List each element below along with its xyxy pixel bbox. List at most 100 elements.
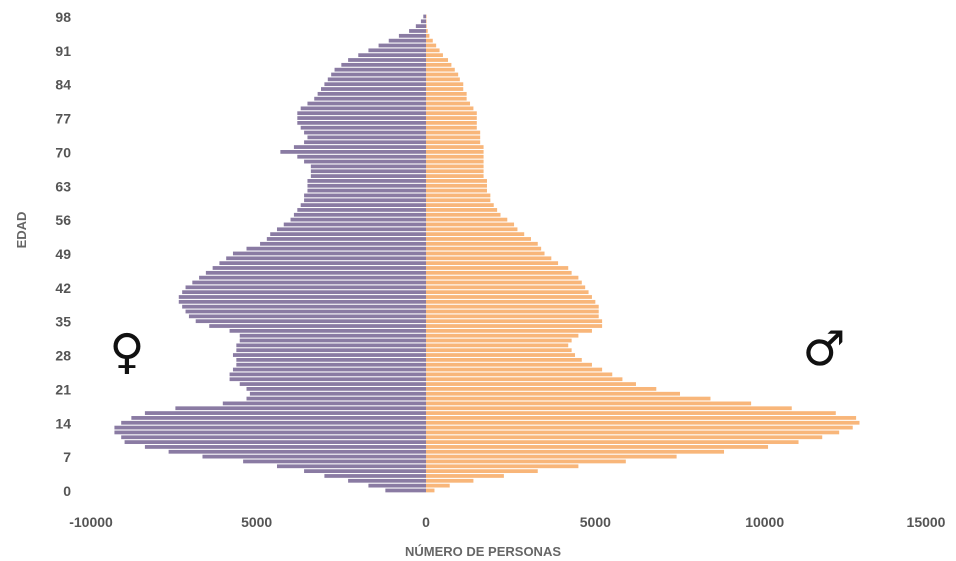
- male-bar-age-31: [426, 338, 572, 343]
- female-bar-age-79: [300, 106, 426, 111]
- male-bar-age-76: [426, 120, 477, 125]
- y-axis-ticks: 0 7 14 21 28 35 42 49 56 63 70 77 84 91 98: [55, 9, 71, 499]
- female-bar-age-18: [222, 401, 426, 406]
- male-bar-age-71: [426, 145, 484, 149]
- female-bar-age-64: [307, 179, 426, 183]
- male-bar-age-56: [426, 217, 508, 222]
- female-bar-age-30: [236, 343, 426, 348]
- male-bar-age-72: [426, 140, 481, 145]
- female-symbol-icon: ♀: [109, 324, 144, 380]
- female-bar-age-0: [385, 488, 426, 493]
- female-bar-age-82: [317, 91, 426, 96]
- male-bar-age-50: [426, 246, 542, 251]
- female-bar-age-38: [182, 304, 426, 309]
- y-tick-label: 77: [55, 111, 71, 127]
- female-bar-age-40: [178, 295, 426, 299]
- female-bar-age-72: [304, 140, 426, 145]
- male-bar-age-28: [426, 353, 576, 357]
- male-bar-age-90: [426, 53, 443, 58]
- female-bar-age-9: [144, 445, 426, 449]
- male-bar-age-65: [426, 174, 484, 178]
- female-bar-age-6: [243, 459, 426, 464]
- female-bar-age-36: [188, 314, 426, 319]
- female-bar-age-11: [121, 435, 426, 440]
- female-bar-age-52: [266, 237, 426, 241]
- female-bar-age-92: [378, 43, 426, 48]
- y-tick-label: 14: [55, 415, 71, 431]
- female-bar-age-59: [300, 203, 426, 207]
- female-bar-age-25: [232, 367, 426, 372]
- female-bar-age-46: [212, 266, 426, 270]
- male-bar-age-33: [426, 328, 592, 333]
- male-bar-age-64: [426, 179, 487, 183]
- y-tick-label: 21: [55, 381, 71, 397]
- male-bar-age-9: [426, 445, 769, 449]
- male-bar-age-75: [426, 125, 477, 130]
- female-bar-age-21: [246, 387, 426, 391]
- female-bar-age-26: [236, 362, 426, 367]
- y-axis-title: EDAD: [14, 212, 29, 249]
- female-bar-age-23: [229, 377, 426, 382]
- y-tick-label: 98: [55, 9, 71, 25]
- male-bar-age-39: [426, 299, 596, 304]
- female-bar-age-28: [232, 353, 426, 357]
- female-bar-age-61: [304, 193, 426, 198]
- male-bar-age-83: [426, 87, 464, 91]
- female-bar-age-31: [239, 338, 426, 343]
- male-bar-age-34: [426, 324, 603, 328]
- male-bar-age-30: [426, 343, 569, 348]
- female-bar-age-45: [205, 270, 426, 275]
- male-bar-age-43: [426, 280, 582, 285]
- male-bars: [426, 14, 860, 493]
- male-bar-age-40: [426, 295, 592, 299]
- female-bar-age-12: [114, 430, 426, 435]
- male-bar-age-19: [426, 396, 711, 401]
- male-bar-age-37: [426, 309, 599, 314]
- male-bar-age-38: [426, 304, 599, 309]
- female-bar-age-49: [232, 251, 426, 256]
- male-bar-age-3: [426, 474, 504, 478]
- male-symbol-icon: ♂: [802, 321, 845, 377]
- female-bar-age-86: [331, 72, 426, 77]
- male-bar-age-66: [426, 169, 484, 174]
- female-bar-age-4: [304, 469, 426, 474]
- female-bar-age-73: [307, 135, 426, 140]
- male-bar-age-85: [426, 77, 460, 82]
- male-bar-age-97: [426, 19, 427, 24]
- male-bar-age-20: [426, 391, 680, 396]
- x-tick-label: 5000: [241, 514, 272, 530]
- male-bar-age-16: [426, 411, 836, 415]
- male-bar-age-69: [426, 154, 484, 159]
- male-bar-age-48: [426, 256, 552, 261]
- female-bar-age-63: [307, 183, 426, 188]
- male-bar-age-7: [426, 454, 677, 459]
- female-bar-age-53: [270, 232, 426, 237]
- male-bar-age-8: [426, 449, 725, 454]
- male-bar-age-14: [426, 420, 860, 425]
- female-bar-age-74: [304, 130, 426, 135]
- male-bar-age-18: [426, 401, 752, 406]
- female-bar-age-13: [114, 425, 426, 430]
- male-bar-age-84: [426, 82, 464, 87]
- male-bar-age-0: [426, 488, 435, 493]
- male-bar-age-87: [426, 67, 455, 72]
- male-bar-age-88: [426, 62, 452, 67]
- male-bar-age-73: [426, 135, 481, 140]
- y-tick-label: 42: [55, 280, 71, 296]
- female-bar-age-27: [236, 357, 426, 362]
- female-bar-age-5: [276, 464, 426, 469]
- female-bar-age-76: [297, 120, 426, 125]
- female-bar-age-62: [307, 188, 426, 193]
- male-bar-age-51: [426, 241, 538, 246]
- male-bar-age-36: [426, 314, 599, 319]
- male-bar-age-24: [426, 372, 613, 377]
- female-bar-age-48: [226, 256, 426, 261]
- female-bar-age-87: [334, 67, 426, 72]
- female-bar-age-8: [168, 449, 426, 454]
- male-bar-age-79: [426, 106, 474, 111]
- female-bar-age-10: [124, 440, 426, 444]
- female-bar-age-34: [209, 324, 426, 328]
- y-tick-label: 56: [55, 212, 71, 228]
- male-bar-age-49: [426, 251, 545, 256]
